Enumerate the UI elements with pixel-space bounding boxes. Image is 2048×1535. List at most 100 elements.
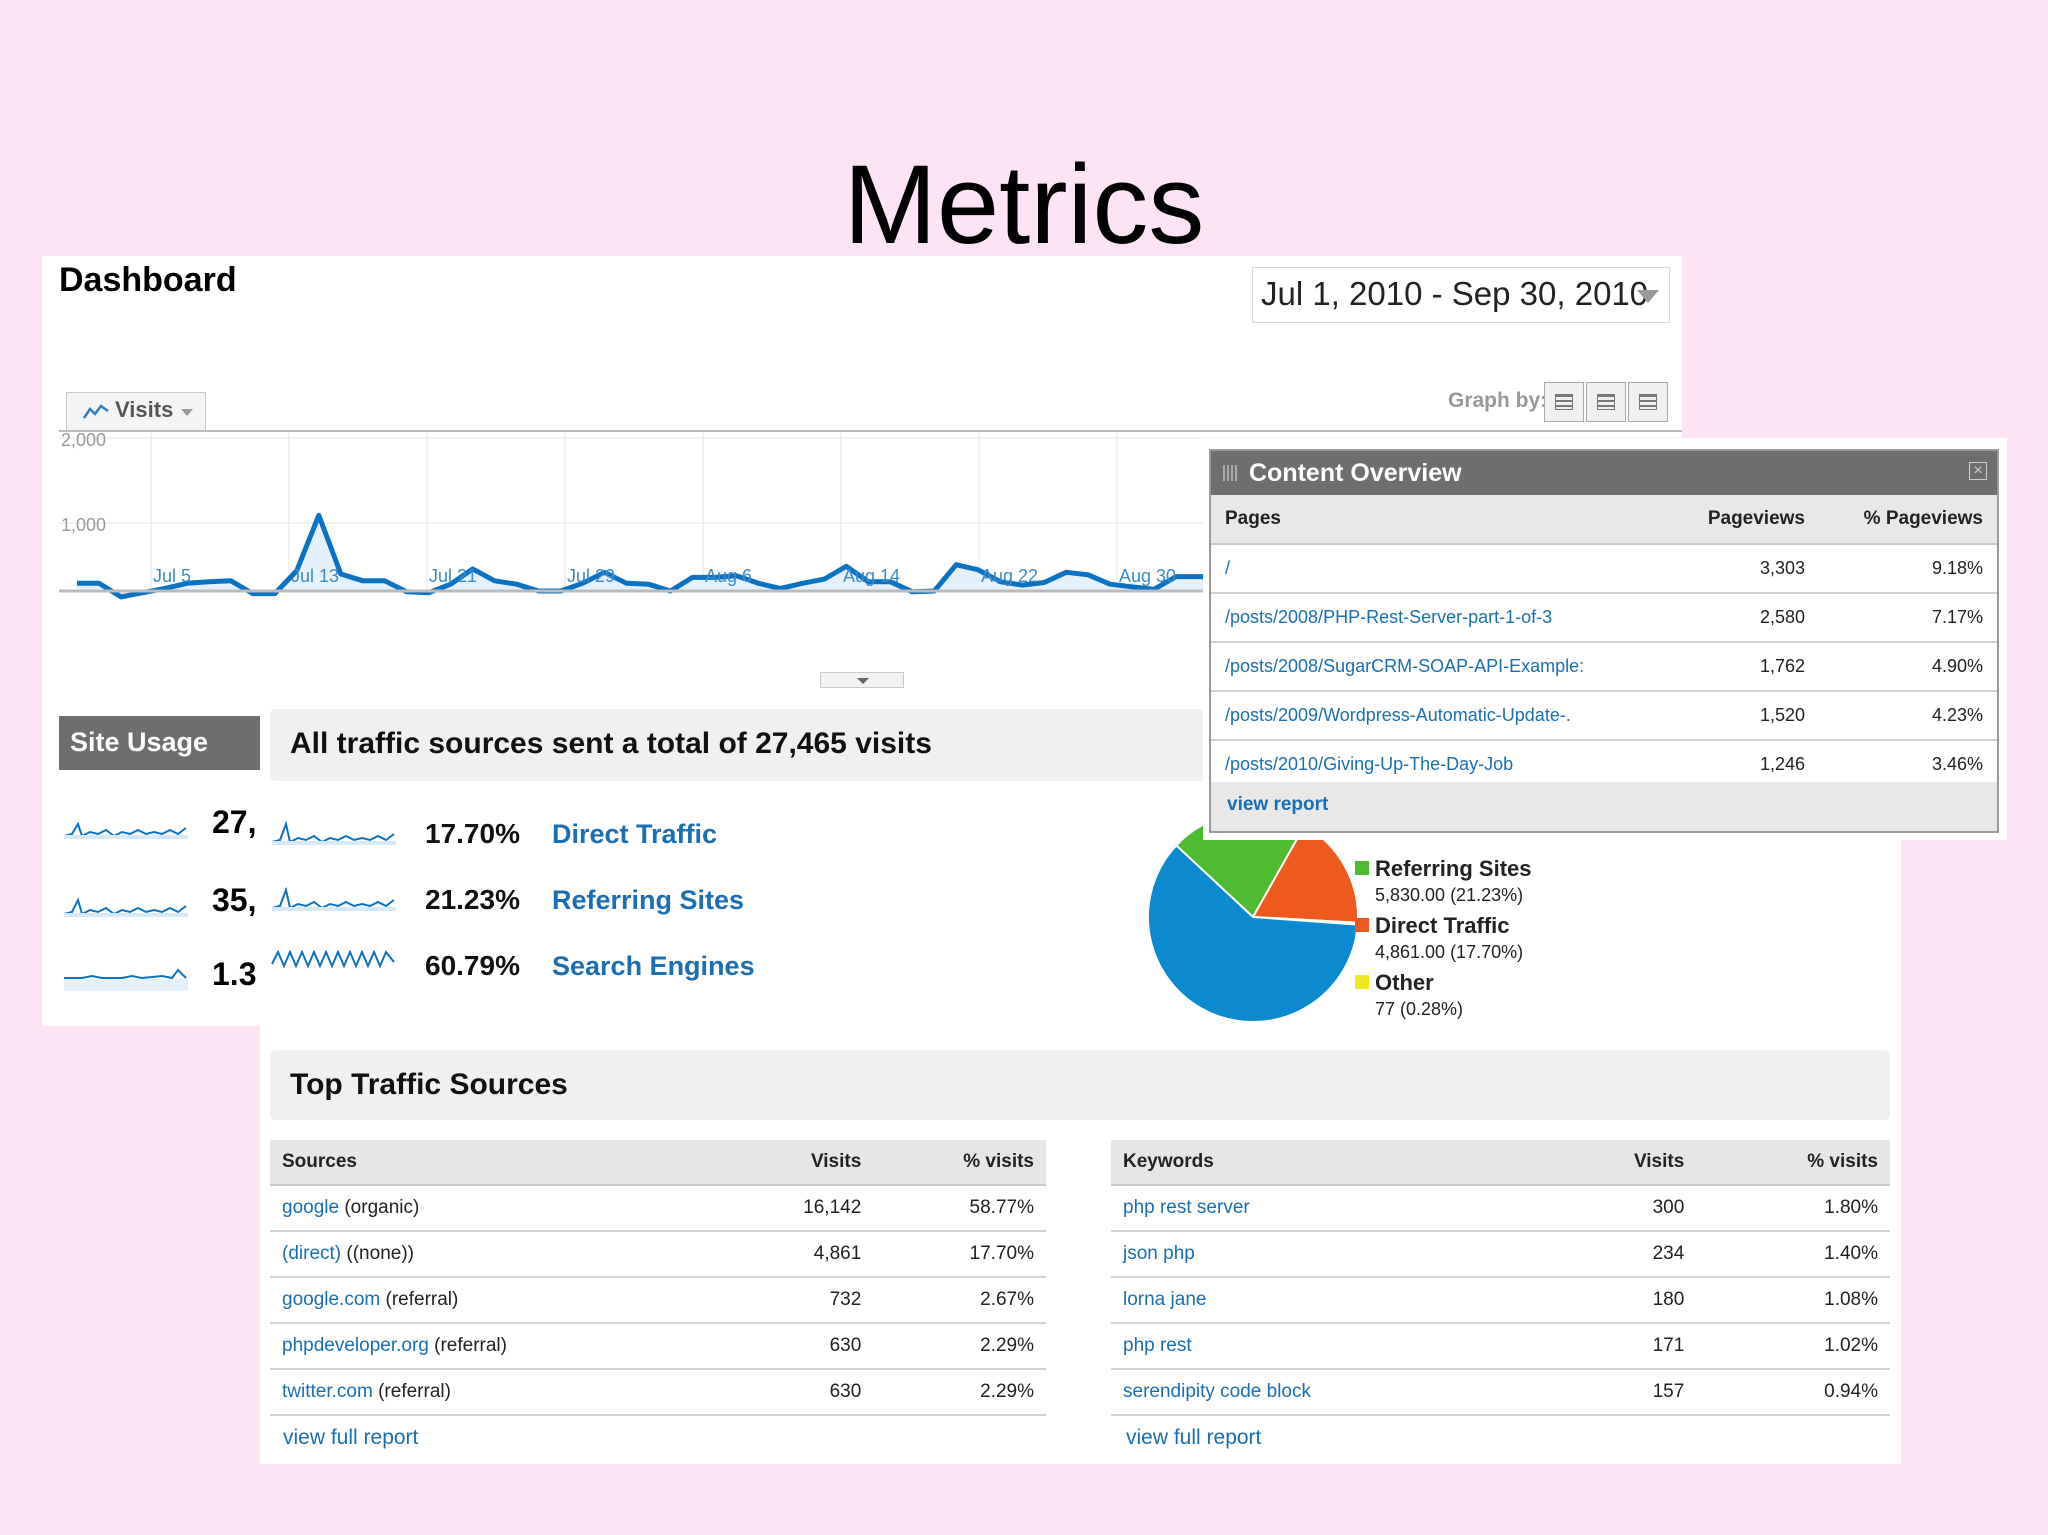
traffic-source-row: 60.79% Search Engines xyxy=(270,942,870,992)
graph-by-month-button[interactable] xyxy=(1628,382,1668,422)
table-row: google.com (referral) 732 2.67% xyxy=(270,1277,1046,1324)
visits-cell: 630 xyxy=(723,1369,874,1416)
source-medium: (organic) xyxy=(339,1197,420,1218)
traffic-percent: 21.23% xyxy=(425,884,520,915)
site-usage-row: 27, xyxy=(62,804,302,844)
percent-cell: 1.80% xyxy=(1696,1185,1890,1232)
keyword-link[interactable]: json php xyxy=(1123,1243,1195,1264)
date-range-selector[interactable]: Jul 1, 2010 - Sep 30, 2010 xyxy=(1252,267,1670,323)
site-usage-header: Site Usage xyxy=(59,716,279,770)
x-tick-label: Jul 21 xyxy=(429,566,477,586)
source-link[interactable]: google xyxy=(282,1197,340,1218)
content-overview-titlebar[interactable]: Content Overview × xyxy=(1211,451,1997,495)
view-report-link[interactable]: view report xyxy=(1211,782,1997,831)
source-medium: (referral) xyxy=(428,1335,507,1356)
pageviews-cell: 2,580 xyxy=(1641,593,1819,643)
x-tick-label: Aug 14 xyxy=(843,566,900,586)
drag-grip-icon[interactable] xyxy=(1223,465,1237,481)
page-link[interactable]: / xyxy=(1225,558,1231,578)
referring-sites-link[interactable]: Referring Sites xyxy=(552,885,745,915)
metric-label: Visits xyxy=(115,397,174,422)
keyword-link[interactable]: lorna jane xyxy=(1123,1289,1207,1310)
column-header: % visits xyxy=(1696,1140,1890,1186)
source-link[interactable]: twitter.com xyxy=(282,1381,373,1402)
metric-dropdown[interactable]: Visits xyxy=(66,392,206,430)
pageviews-cell: 1,762 xyxy=(1641,642,1819,692)
keyword-link[interactable]: php rest xyxy=(1123,1335,1192,1356)
chevron-down-icon xyxy=(181,409,193,416)
keywords-full-report-link[interactable]: view full report xyxy=(1126,1426,1262,1449)
column-header: Visits xyxy=(723,1140,874,1186)
table-row: serendipity code block 157 0.94% xyxy=(1111,1369,1890,1416)
legend-swatch xyxy=(1355,861,1369,875)
pageviews-cell: 3,303 xyxy=(1641,544,1819,594)
traffic-percent: 60.79% xyxy=(425,950,520,981)
list-icon xyxy=(1555,394,1573,410)
date-range-text: Jul 1, 2010 - Sep 30, 2010 xyxy=(1261,275,1649,312)
table-row: /posts/2008/SugarCRM-SOAP-API-Example: 1,… xyxy=(1211,642,1997,692)
direct-traffic-link[interactable]: Direct Traffic xyxy=(552,819,718,849)
visits-cell: 16,142 xyxy=(723,1185,874,1232)
column-header: Pageviews xyxy=(1641,495,1819,545)
source-link[interactable]: google.com xyxy=(282,1289,381,1310)
table-row: twitter.com (referral) 630 2.29% xyxy=(270,1369,1046,1416)
source-link[interactable]: phpdeveloper.org xyxy=(282,1335,429,1356)
visits-cell: 157 xyxy=(1544,1369,1697,1416)
pageviews-cell: 1,520 xyxy=(1641,691,1819,741)
table-row: json php 234 1.40% xyxy=(1111,1231,1890,1278)
source-link[interactable]: (direct) xyxy=(282,1243,342,1264)
site-usage-value: 1.3 xyxy=(212,956,257,992)
visits-cell: 234 xyxy=(1544,1231,1697,1278)
graph-by-day-button[interactable] xyxy=(1544,382,1584,422)
list-icon xyxy=(1639,394,1657,410)
legend-item: Referring Sites 5,830.00 (21.23%) xyxy=(1355,856,1532,906)
page-link[interactable]: /posts/2009/Wordpress-Automatic-Update-. xyxy=(1225,705,1571,725)
table-header-row: Sources Visits % visits xyxy=(270,1140,1046,1186)
y-tick-label: 2,000 xyxy=(61,432,106,450)
x-tick-label: Jul 13 xyxy=(291,566,339,586)
sparkline xyxy=(63,897,188,917)
legend-swatch xyxy=(1355,918,1369,932)
sources-full-report-link[interactable]: view full report xyxy=(283,1426,419,1449)
table-header-row: Keywords Visits % visits xyxy=(1111,1140,1890,1186)
table-row: / 3,303 9.18% xyxy=(1211,544,1997,594)
table-row: php rest 171 1.02% xyxy=(1111,1323,1890,1370)
x-tick-label: Aug 22 xyxy=(981,566,1038,586)
legend-name: Other xyxy=(1375,970,1434,995)
page-link[interactable]: /posts/2008/SugarCRM-SOAP-API-Example: xyxy=(1225,656,1585,676)
legend-item: Direct Traffic 4,861.00 (17.70%) xyxy=(1355,913,1523,963)
table-row: php rest server 300 1.80% xyxy=(1111,1185,1890,1232)
sparkline xyxy=(271,886,396,911)
percent-cell: 1.08% xyxy=(1696,1277,1890,1324)
keyword-link[interactable]: serendipity code block xyxy=(1123,1381,1311,1402)
graph-by-week-button[interactable] xyxy=(1586,382,1626,422)
legend-name: Referring Sites xyxy=(1375,856,1532,881)
site-usage-row: 1.3 xyxy=(62,956,302,996)
site-usage-value: 35, xyxy=(212,882,257,918)
y-tick-label: 1,000 xyxy=(61,515,106,535)
traffic-source-row: 17.70% Direct Traffic xyxy=(270,810,870,860)
sparkline xyxy=(271,949,395,969)
top-traffic-sources-header: Top Traffic Sources xyxy=(270,1050,1890,1120)
legend-name: Direct Traffic xyxy=(1375,913,1510,938)
slide-title: Metrics xyxy=(843,142,1205,267)
close-icon[interactable]: × xyxy=(1969,462,1987,480)
column-header: Visits xyxy=(1544,1140,1697,1186)
visits-cell: 180 xyxy=(1544,1277,1697,1324)
percent-cell: 7.17% xyxy=(1819,593,1997,643)
table-row: /posts/2010/Giving-Up-The-Day-Job 1,246 3.… xyxy=(1211,740,1997,790)
dashboard-title: Dashboard xyxy=(59,261,237,299)
page-link[interactable]: /posts/2010/Giving-Up-The-Day-Job xyxy=(1225,754,1514,774)
collapse-chart-handle[interactable] xyxy=(820,672,904,688)
graph-by-label: Graph by: xyxy=(1448,389,1548,412)
x-tick-label: Aug 30 xyxy=(1119,566,1176,586)
table-row: google (organic) 16,142 58.77% xyxy=(270,1185,1046,1232)
source-medium: ((none)) xyxy=(341,1243,414,1264)
page-link[interactable]: /posts/2008/PHP-Rest-Server-part-1-of-3 xyxy=(1225,607,1553,627)
search-engines-link[interactable]: Search Engines xyxy=(552,951,755,981)
keyword-link[interactable]: php rest server xyxy=(1123,1197,1250,1218)
trend-line xyxy=(77,512,1243,600)
tab-divider xyxy=(59,430,1682,432)
percent-cell: 58.77% xyxy=(873,1185,1046,1232)
legend-swatch xyxy=(1355,975,1369,989)
